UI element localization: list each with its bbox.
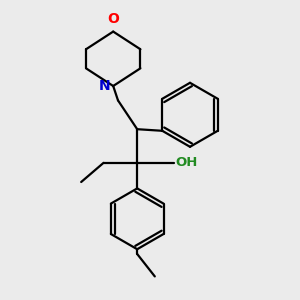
Text: N: N [99, 79, 111, 93]
Text: OH: OH [176, 156, 198, 169]
Text: O: O [107, 12, 119, 26]
